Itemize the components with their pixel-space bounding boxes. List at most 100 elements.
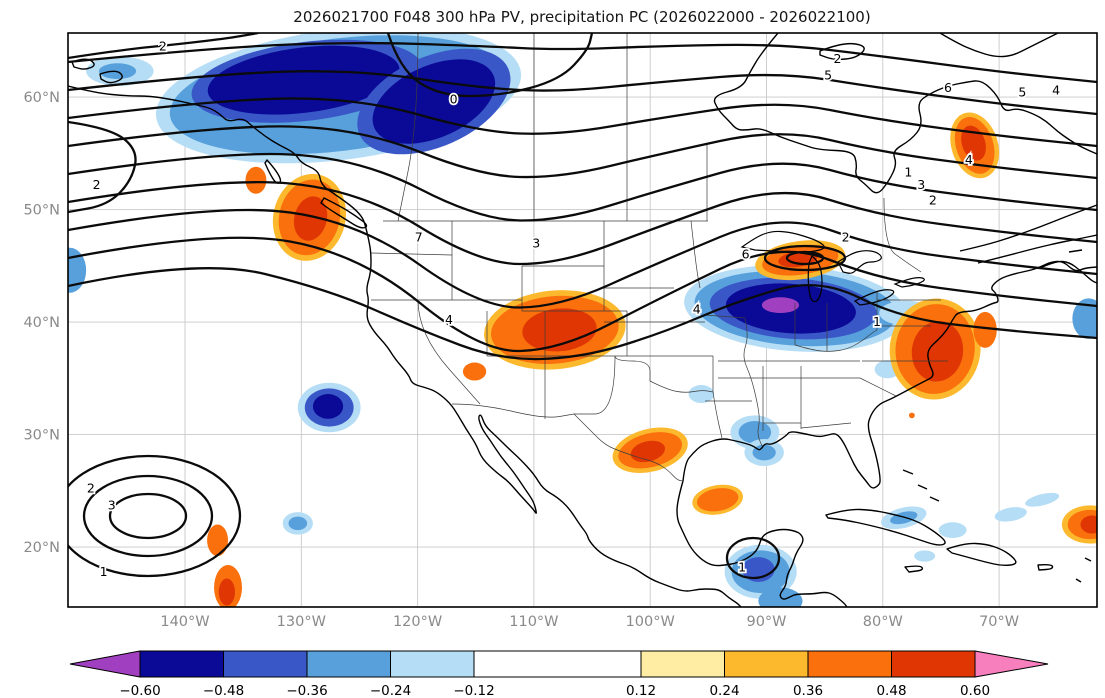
state-border-line [574,355,616,415]
pv-contour [68,41,1097,84]
coastline-path [676,480,848,607]
contour-label: 2 [842,230,850,245]
state-border-line [573,413,684,482]
pc-region [938,522,967,539]
coastline-path [320,197,368,229]
pc-region [758,587,803,607]
contour-label: 4 [965,152,973,167]
pv-contour [68,208,1097,309]
pc-region [1072,298,1097,339]
pc-region [522,308,597,352]
state-border-line [743,317,763,447]
state-border-line [883,197,922,273]
colorbar-tick-label: 0.48 [876,683,906,698]
contour-label: 1 [904,164,912,179]
contour-label: 5 [824,68,832,83]
pv-contour [68,236,1097,353]
pc-shading-regions [68,33,1097,607]
colorbar-segment [390,650,475,678]
lon-tick-label: 70°W [979,614,1019,630]
coastline-path [939,33,1059,58]
colorbar-segment [724,650,809,678]
lake-outline [837,250,882,274]
contour-label: 2 [87,481,95,496]
pv-contour-closed [785,250,825,266]
coastline-path [713,33,1097,194]
coastline-path [819,42,865,60]
coastline-path [929,496,940,502]
colorbar-segment [891,650,976,678]
contour-label: 3 [108,497,116,512]
colorbar-segment [473,650,642,678]
coastline-path [917,484,928,490]
pv-contour [386,33,594,98]
colorbar-segment [306,650,391,678]
coastline-path [902,469,914,475]
pc-region [914,550,936,562]
state-border-line [417,299,481,405]
contour-label: 6 [742,247,750,262]
pc-region [1080,515,1097,534]
coastline-path [682,260,1097,489]
contour-label: 2 [929,193,937,208]
coastline-path [825,508,946,546]
state-border-line [800,422,852,429]
pc-region [911,320,964,382]
state-border-line [712,391,723,439]
contour-label: 2 [833,51,841,66]
state-border-line [704,314,746,319]
pv-contour-closed [763,244,847,272]
contour-label: 1 [873,314,881,329]
coastline-path [977,234,1097,264]
colorbar-segment [139,650,224,678]
lat-tick-label: 60°N [23,90,60,106]
colorbar-tick-label: −0.36 [286,683,327,698]
pv-contour-closed [108,492,188,540]
contour-label: 6 [944,80,952,95]
colorbar-segment [807,650,892,678]
state-border-line [451,403,575,418]
colorbar-segment [223,650,308,678]
lat-tick-label: 40°N [23,315,60,331]
state-borders [370,33,948,482]
state-border-line [397,33,419,222]
coastline-path [1075,578,1082,583]
pc-region [68,247,87,293]
pc-region [994,507,1027,522]
pc-region [630,440,665,463]
pc-region [245,166,267,194]
lake-outline [853,289,895,306]
contour-label: 5 [1018,85,1026,100]
state-border-line [649,380,714,393]
pv-contour [68,120,137,214]
coastline-path [264,159,282,184]
state-border-line [690,220,701,289]
pv-contour [68,152,1097,222]
pc-region [973,311,997,348]
pc-region [288,516,308,531]
lat-tick-label: 20°N [23,540,60,556]
pv-contour-lines [68,33,1097,580]
state-border-line [794,329,878,352]
pc-region [1025,492,1060,507]
coastline-path [946,542,1017,567]
lon-tick-label: 130°W [277,614,326,630]
lon-tick-label: 100°W [626,614,675,630]
colorbar-under-arrow [69,650,141,678]
pc-region [961,125,986,161]
contour-label: 2 [159,38,167,53]
pc-region [312,394,344,419]
pv-contour-closed [725,536,781,580]
coastline-path [959,204,1097,252]
colorbar: −0.60 −0.48 −0.36 −0.24 −0.12 0.12 0.24 0.36 0.4… [69,650,1049,698]
contour-label: 2 [93,177,101,192]
pv-contour [68,97,1097,148]
axes-frame [67,32,1098,608]
lat-tick-label: 30°N [23,428,60,444]
colorbar-tick-label: 0.60 [960,683,990,698]
pc-region [207,45,400,115]
pv-contour-closed [82,474,214,558]
pc-region [696,488,739,512]
